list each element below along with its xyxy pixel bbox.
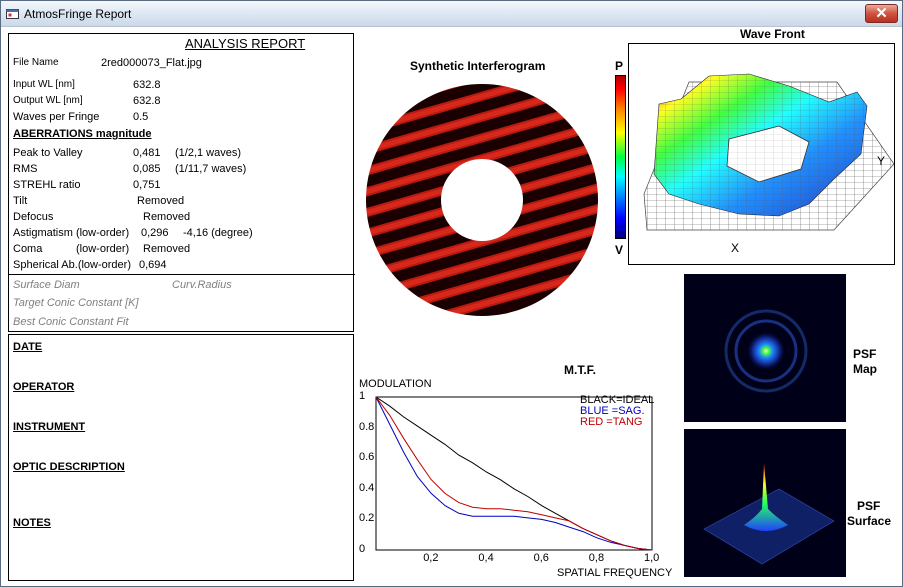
mtf-chart (375, 396, 653, 551)
mtf-x-tick: 0,8 (588, 552, 605, 564)
legend-tang: RED =TANG (580, 416, 643, 428)
wavefront-x-label: X (731, 241, 740, 255)
report-heading: ANALYSIS REPORT (185, 36, 306, 51)
waves-per-fringe-label: Waves per Fringe (13, 111, 100, 123)
ptv-label: Peak to Valley (13, 147, 83, 159)
mtf-x-axis-label: SPATIAL FREQUENCY (557, 567, 673, 579)
mtf-y-tick: 0.6 (359, 451, 375, 464)
app-icon (6, 9, 19, 19)
defocus-value: Removed (143, 211, 191, 223)
mtf-y-tick: 0.4 (359, 481, 375, 494)
ptv-waves: (1/2,1 waves) (175, 147, 242, 159)
tilt-label: Tilt (13, 195, 28, 207)
interferogram-title: Synthetic Interferogram (410, 59, 546, 73)
analysis-report-panel: ANALYSIS REPORT File Name 2red000073_Fla… (8, 33, 355, 332)
psf-map-label-1: PSF (853, 347, 877, 361)
date-field[interactable]: DATE (13, 341, 43, 353)
mtf-x-tick: 0,6 (533, 552, 549, 564)
psf-surface-label-2: Surface (847, 514, 892, 528)
mtf-y-tick: 0 (359, 543, 366, 555)
mtf-y-tick: 0.8 (359, 420, 375, 433)
wavefront-y-label: Y (877, 154, 886, 168)
rms-waves: (1/11,7 waves) (175, 163, 247, 175)
spherical-label: Spherical Ab.(low-order) (13, 259, 131, 271)
window-title: AtmosFringe Report (24, 7, 132, 21)
tilt-value: Removed (137, 195, 185, 207)
legend-ideal: BLACK=IDEAL (580, 394, 655, 406)
defocus-label: Defocus (13, 211, 54, 223)
mtf-x-tick: 0,2 (423, 552, 439, 564)
mtf-title: M.T.F. (564, 363, 596, 377)
close-icon: ✕ (875, 5, 888, 22)
mtf-y-tick: 1 (359, 390, 366, 402)
color-scale-bar (615, 75, 626, 239)
operator-field[interactable]: OPERATOR (13, 381, 75, 393)
mtf-series-red-tang (375, 396, 653, 551)
scale-top-label: P (615, 59, 624, 73)
coma-value: Removed (143, 243, 191, 255)
input-wl-value: 632.8 (133, 79, 161, 91)
output-wl-label: Output WL [nm] (13, 95, 83, 106)
output-wl-value: 632.8 (133, 95, 161, 107)
psf-map-image (684, 274, 846, 422)
waves-per-fringe-value: 0.5 (133, 111, 149, 123)
strehl-value: 0,751 (133, 179, 161, 191)
psf-surface-image (684, 429, 846, 577)
input-wl-label: Input WL [nm] (13, 79, 75, 90)
best-conic-label: Best Conic Constant Fit (13, 316, 129, 328)
scale-bottom-label: V (615, 243, 624, 257)
mtf-y-tick: 0.2 (359, 512, 375, 525)
legend-sag: BLUE =SAG. (580, 405, 645, 417)
rms-label: RMS (13, 163, 38, 175)
mtf-x-tick: 1,0 (644, 552, 660, 564)
wavefront-surface (643, 73, 895, 231)
close-button[interactable]: ✕ (865, 4, 898, 23)
rms-value: 0,085 (133, 163, 161, 175)
file-name-label: File Name (13, 57, 59, 68)
optic-description-field[interactable]: OPTIC DESCRIPTION (13, 461, 125, 473)
astigmatism-value: 0,296 (141, 227, 169, 239)
file-name-value: 2red000073_Flat.jpg (101, 57, 202, 69)
notes-panel: DATE OPERATOR INSTRUMENT OPTIC DESCRIPTI… (8, 334, 354, 581)
astigmatism-angle: -4,16 (degree) (183, 227, 253, 239)
notes-field[interactable]: NOTES (13, 517, 51, 529)
mtf-series-blue-sag (375, 396, 653, 551)
instrument-field[interactable]: INSTRUMENT (13, 421, 86, 433)
mtf-plot-area (375, 396, 653, 551)
surface-diam-label: Surface Diam (13, 279, 80, 291)
title-bar[interactable]: AtmosFringe Report ✕ (1, 1, 902, 27)
spherical-value: 0,694 (139, 259, 167, 271)
strehl-label: STREHL ratio (13, 179, 81, 191)
mtf-y-axis-label: MODULATION (359, 378, 432, 390)
curv-radius-label: Curv.Radius (172, 279, 232, 291)
psf-surface-label-1: PSF (857, 499, 881, 513)
wavefront-title: Wave Front (740, 27, 805, 41)
coma-label: Coma (13, 243, 43, 255)
target-conic-label: Target Conic Constant [K] (13, 297, 139, 309)
interferogram-image (363, 81, 601, 319)
psf-map-label-2: Map (853, 362, 877, 376)
aberrations-heading: ABERRATIONS magnitude (13, 128, 152, 140)
coma-order: (low-order) (76, 243, 130, 255)
astigmatism-label: Astigmatism (low-order) (13, 227, 130, 239)
wavefront-panel: Y X (628, 43, 895, 265)
ptv-value: 0,481 (133, 147, 161, 159)
mtf-x-tick: 0,4 (478, 552, 494, 564)
divider (9, 274, 355, 275)
